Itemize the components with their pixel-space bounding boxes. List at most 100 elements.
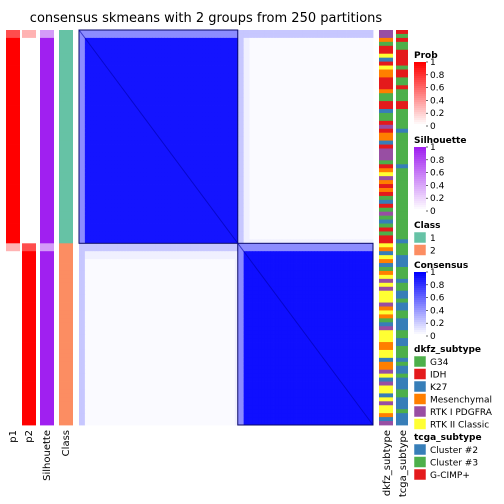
consensus-cell [352, 176, 356, 181]
consensus-cell [190, 199, 195, 205]
consensus-cell [184, 199, 189, 205]
class-cell [59, 191, 73, 197]
consensus-cell [220, 49, 224, 55]
consensus-cell [264, 85, 268, 90]
consensus-cell [214, 128, 218, 134]
consensus-cell [211, 101, 215, 106]
consensus-cell [199, 30, 203, 35]
consensus-cell [349, 199, 353, 205]
consensus-cell [146, 65, 150, 70]
consensus-cell [205, 180, 209, 185]
consensus-cell [367, 37, 371, 43]
consensus-cell [349, 168, 353, 173]
class-cell [59, 231, 73, 236]
consensus-cell [237, 57, 242, 62]
consensus-cell [184, 195, 189, 201]
consensus-cell [205, 124, 209, 130]
consensus-cell [278, 73, 283, 78]
consensus-cell [261, 37, 265, 43]
consensus-cell [311, 49, 315, 55]
consensus-cell [214, 45, 218, 51]
consensus-cell [343, 77, 347, 82]
consensus-cell [155, 172, 159, 177]
consensus-cell [202, 101, 206, 106]
consensus-cell [217, 30, 221, 35]
consensus-cell [84, 184, 89, 189]
consensus-cell [102, 148, 106, 153]
consensus-cell [240, 33, 245, 39]
consensus-cell [193, 45, 197, 51]
consensus-cell [299, 136, 303, 141]
dkfz-cell [379, 349, 393, 355]
consensus-cell [123, 152, 127, 157]
consensus-cell [346, 105, 350, 110]
consensus-cell [108, 176, 112, 181]
consensus-cell [170, 41, 174, 47]
consensus-cell [328, 101, 333, 106]
consensus-cell [173, 53, 177, 59]
consensus-cell [249, 132, 253, 138]
consensus-cell [184, 109, 189, 114]
consensus-cell [273, 105, 277, 110]
consensus-cell [249, 148, 253, 153]
dkfz-cell [379, 184, 393, 189]
consensus-cell [364, 73, 368, 78]
consensus-cell [158, 41, 162, 47]
consensus-cell [81, 37, 86, 43]
consensus-cell [146, 116, 150, 122]
consensus-cell [290, 132, 295, 138]
consensus-cell [176, 105, 180, 110]
consensus-cell [231, 148, 236, 153]
consensus-cell [93, 57, 98, 62]
consensus-cell [340, 37, 344, 43]
p2-cell [22, 274, 36, 280]
consensus-cell [299, 53, 303, 59]
consensus-cell [114, 172, 118, 177]
dkfz-cell [379, 148, 393, 153]
dkfz-cell [379, 318, 393, 323]
consensus-cell [164, 73, 168, 78]
consensus-cell [273, 124, 277, 130]
consensus-cell [114, 184, 118, 189]
class-cell [59, 286, 73, 292]
consensus-cell [149, 116, 153, 122]
p2-cell [22, 53, 36, 59]
consensus-cell [102, 97, 106, 102]
p2-cell [22, 247, 36, 252]
consensus-cell [208, 116, 212, 122]
consensus-cell [181, 136, 186, 141]
p2-cell [22, 136, 36, 141]
consensus-cell [325, 45, 330, 51]
consensus-cell [108, 156, 112, 161]
consensus-cell [114, 199, 118, 205]
tcga-cell [396, 215, 408, 220]
consensus-cell [81, 128, 86, 134]
consensus-cell [111, 109, 115, 114]
consensus-cell [278, 144, 283, 149]
consensus-cell [284, 172, 289, 177]
consensus-cell [226, 77, 230, 82]
consensus-cell [137, 144, 142, 149]
consensus-cell [128, 69, 133, 74]
consensus-cell [170, 120, 174, 126]
consensus-cell [323, 164, 327, 169]
consensus-cell [231, 136, 236, 141]
p1-cell [6, 361, 20, 367]
consensus-cell [211, 188, 215, 193]
consensus-cell [134, 77, 139, 82]
class-cell [59, 172, 73, 177]
p2-cell [22, 207, 36, 213]
consensus-cell [93, 160, 98, 165]
consensus-cell [199, 97, 203, 102]
consensus-cell [90, 188, 95, 193]
consensus-cell [364, 69, 368, 74]
consensus-cell [155, 112, 159, 118]
consensus-cell [217, 156, 221, 161]
class-cell [59, 326, 73, 331]
consensus-cell [149, 30, 153, 35]
class-cell [59, 421, 73, 426]
consensus-cell [187, 120, 192, 126]
consensus-cell [240, 49, 245, 55]
consensus-cell [208, 93, 212, 98]
consensus-cell [358, 61, 362, 66]
